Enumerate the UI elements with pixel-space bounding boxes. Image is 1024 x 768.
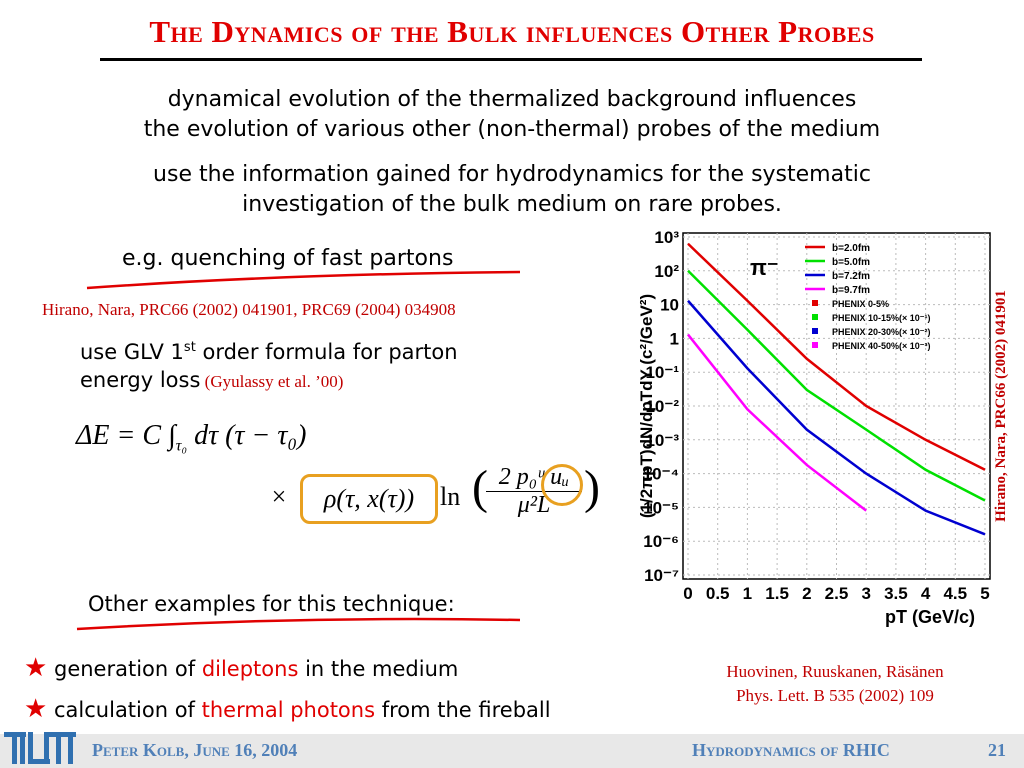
other-heading: Other examples for this technique: (88, 592, 455, 616)
title: The Dynamics of the Bulk influences Othe… (149, 14, 875, 49)
reference: Hirano, Nara, PRC66 (2002) 041901, PRC69… (42, 300, 456, 319)
legend-label: b=2.0fm (832, 243, 870, 254)
x-tick-label: 3 (861, 584, 870, 603)
x-tick-label: 1 (743, 584, 752, 603)
legend-label: PHENIX 40-50%(× 10⁻³) (832, 341, 931, 351)
footer-bar (0, 734, 1024, 768)
text: generation of (54, 657, 202, 681)
y-tick-label: 10² (654, 262, 679, 281)
underline-swoosh (76, 617, 521, 631)
item: ★ calculation of thermal photons from th… (24, 689, 551, 730)
example-heading: e.g. quenching of fast partons (122, 246, 454, 271)
formula-line1: ΔE = C ∫τ₀ dτ (τ − τ₀) (76, 420, 306, 456)
legend-label: b=9.7fm (832, 285, 870, 296)
x-tick-label: 4 (921, 584, 931, 603)
glv-text: use GLV 1st order formula for parton ene… (80, 334, 458, 396)
y-tick-label: 10⁻⁷ (644, 566, 679, 585)
text: from the fireball (375, 698, 551, 722)
highlight-circle (541, 464, 583, 506)
legend-marker (812, 342, 818, 348)
legend-label: PHENIX 20-30%(× 10⁻²) (832, 327, 931, 337)
x-axis-label: pT (GeV/c) (885, 607, 975, 627)
text: × (270, 482, 288, 511)
text: order formula for parton (195, 340, 458, 364)
underline-swoosh (86, 270, 521, 290)
title-rule (100, 58, 922, 61)
legend-label: PHENIX 0-5% (832, 299, 889, 309)
series-line (687, 242, 986, 471)
x-tick-label: 0 (683, 584, 692, 603)
text-line: Huovinen, Ruuskanen, Räsänen (726, 662, 944, 681)
side-reference: Hirano, Nara, PRC66 (2002) 041901 (993, 290, 1009, 522)
x-tick-label: 5 (980, 584, 989, 603)
y-axis-label: (1/2πpT)dN/dpTdY (c²/GeV²) (637, 294, 656, 518)
text: dτ (τ − τ₀) (194, 420, 307, 451)
x-tick-label: 0.5 (706, 584, 730, 603)
y-tick-label: 10 (660, 296, 679, 315)
series-line (687, 269, 986, 502)
legend-label: b=7.2fm (832, 271, 870, 282)
text: energy loss (80, 368, 201, 392)
star: ★ (24, 694, 48, 724)
text: thermal photons (201, 698, 376, 722)
plot-reference: Huovinen, Ruuskanen, Räsänen Phys. Lett. … (680, 660, 990, 708)
annotation: π⁻ (750, 255, 778, 280)
text: τ₀ (175, 437, 188, 455)
items: ★ generation of dileptons in the medium … (24, 648, 551, 730)
y-tick-label: 10³ (654, 228, 679, 247)
footer-author: Peter Kolb, June 16, 2004 (92, 740, 298, 760)
x-tick-label: 4.5 (943, 584, 967, 603)
x-tick-label: 3.5 (884, 584, 908, 603)
chart: 0 0.5 1 1.5 2 2.5 3 3.5 4 4.5 5 10⁻⁷ 10⁻⁶ 10⁻⁵ 10⁻⁴ 10⁻… (637, 228, 1009, 627)
highlight-box: ρ(τ, x(τ)) (300, 474, 438, 524)
y-tick-label: 10⁻¹ (645, 363, 679, 382)
legend-marker (812, 300, 818, 306)
text-line: investigation of the bulk medium on rare… (242, 192, 782, 217)
footer-topic: Hydrodynamics of RHIC (692, 740, 890, 760)
text-line: dynamical evolution of the thermalized b… (167, 87, 857, 112)
x-tick-label: 1.5 (765, 584, 789, 603)
y-tick-label: 10⁻³ (645, 431, 679, 450)
text: in the medium (298, 657, 459, 681)
text: dileptons (201, 657, 299, 681)
text-line: the evolution of various other (non-ther… (143, 117, 881, 142)
text: st (183, 340, 196, 355)
page-number: 21 (988, 740, 1006, 760)
y-tick-label: 10⁻⁶ (643, 532, 679, 551)
text: ΔE = C ∫ (76, 420, 176, 451)
text-line: Phys. Lett. B 535 (2002) 109 (736, 686, 934, 705)
y-tick-label: 10⁻² (645, 397, 679, 416)
y-tick-label: 1 (670, 329, 679, 348)
series-line (687, 299, 986, 536)
x-tick-label: 2.5 (825, 584, 849, 603)
paren: ( (472, 461, 488, 514)
legend-marker (812, 328, 818, 334)
series-line (687, 333, 867, 512)
y-tick-label: 10⁻⁵ (643, 498, 679, 517)
text: use GLV 1 (80, 340, 184, 364)
legend-label: PHENIX 10-15%(× 10⁻¹) (832, 313, 931, 323)
legend-marker (812, 314, 818, 320)
y-tick-label: 10⁻⁴ (643, 465, 679, 484)
logo (4, 732, 76, 764)
text-line: use the information gained for hydrodyna… (153, 162, 871, 187)
text: (Gyulassy et al. ’00) (200, 372, 344, 391)
x-tick-label: 2 (802, 584, 811, 603)
formula-line2: × (270, 482, 288, 512)
formula-ln: ln (440, 482, 461, 511)
legend-label: b=5.0fm (832, 257, 870, 268)
intro: dynamical evolution of the thermalized b… (0, 85, 1024, 145)
text: calculation of (54, 698, 202, 722)
star: ★ (24, 653, 48, 683)
legend: b=2.0fm b=5.0fm b=7.2fm b=9.7fm PHENIX 0-5% P… (805, 243, 931, 351)
item: ★ generation of dileptons in the medium (24, 648, 551, 689)
paren: ) (584, 461, 600, 514)
intro2: use the information gained for hydrodyna… (0, 160, 1024, 220)
